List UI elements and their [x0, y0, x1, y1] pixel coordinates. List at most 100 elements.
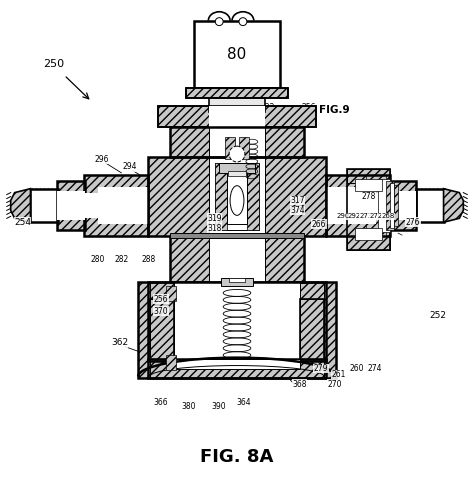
Bar: [170, 127, 304, 157]
Bar: [30, 189, 58, 222]
Bar: [228, 171, 246, 176]
Bar: [326, 187, 376, 224]
Bar: [215, 163, 259, 230]
Bar: [148, 359, 326, 378]
Text: 268: 268: [382, 213, 395, 219]
Circle shape: [239, 18, 247, 25]
Text: 362: 362: [111, 338, 128, 347]
Bar: [221, 278, 253, 285]
Bar: [158, 105, 316, 127]
Bar: [186, 88, 288, 98]
Bar: [210, 236, 264, 282]
Bar: [148, 157, 210, 236]
Text: 256: 256: [154, 295, 168, 304]
Bar: [170, 236, 304, 282]
Polygon shape: [11, 189, 30, 222]
Bar: [366, 175, 386, 236]
Bar: [57, 181, 85, 230]
Bar: [210, 127, 264, 157]
Bar: [170, 127, 210, 157]
Text: 270: 270: [328, 380, 342, 389]
Bar: [148, 282, 326, 361]
Text: 370: 370: [154, 306, 168, 316]
Bar: [355, 179, 382, 191]
Text: 254: 254: [14, 218, 31, 227]
Text: 292: 292: [348, 213, 361, 219]
Bar: [388, 181, 416, 230]
Text: 266: 266: [312, 220, 326, 229]
Text: 274: 274: [367, 364, 382, 373]
Bar: [166, 285, 176, 301]
Bar: [324, 282, 336, 378]
Text: 368: 368: [292, 380, 307, 389]
Text: 256: 256: [302, 103, 316, 112]
Bar: [326, 175, 390, 236]
Bar: [138, 282, 336, 378]
Bar: [166, 355, 176, 370]
Bar: [386, 181, 394, 230]
Circle shape: [229, 146, 245, 162]
Bar: [394, 184, 398, 226]
Bar: [346, 169, 390, 250]
Bar: [174, 359, 300, 368]
Text: FIG. 8A: FIG. 8A: [201, 448, 273, 467]
Bar: [150, 299, 174, 359]
Bar: [388, 191, 416, 220]
Bar: [215, 163, 227, 230]
Bar: [170, 233, 304, 238]
Bar: [346, 236, 390, 250]
Bar: [174, 282, 300, 361]
Ellipse shape: [230, 186, 244, 215]
Text: 273: 273: [360, 213, 373, 219]
Bar: [227, 173, 247, 224]
Bar: [170, 236, 304, 282]
Bar: [300, 299, 324, 359]
Text: 317: 317: [290, 196, 304, 205]
Bar: [416, 189, 444, 222]
Polygon shape: [444, 189, 463, 222]
Bar: [210, 157, 264, 236]
Text: 380: 380: [182, 402, 196, 410]
Text: 276: 276: [406, 218, 420, 227]
Text: FIG.9: FIG.9: [319, 104, 350, 115]
Text: 294: 294: [122, 163, 137, 171]
Text: 272: 272: [370, 213, 383, 219]
Bar: [84, 175, 148, 236]
Bar: [150, 299, 174, 359]
Text: 366: 366: [154, 398, 168, 407]
Bar: [225, 137, 235, 159]
Bar: [378, 179, 390, 232]
Text: 279: 279: [314, 364, 328, 373]
Bar: [57, 181, 85, 230]
Text: 290: 290: [336, 213, 349, 219]
Bar: [300, 299, 324, 359]
Text: 288: 288: [142, 255, 156, 264]
Bar: [210, 98, 264, 112]
Text: 318: 318: [207, 224, 221, 233]
Bar: [219, 163, 255, 173]
Text: 278: 278: [361, 192, 375, 201]
Bar: [229, 278, 245, 282]
Bar: [300, 282, 326, 361]
Bar: [355, 228, 382, 240]
Bar: [264, 127, 304, 157]
Bar: [158, 105, 316, 127]
Bar: [98, 187, 148, 224]
Bar: [57, 191, 85, 220]
Bar: [390, 183, 394, 228]
Bar: [210, 105, 264, 127]
Text: 260: 260: [349, 364, 364, 373]
Text: 296: 296: [94, 155, 109, 163]
Text: 250: 250: [44, 59, 65, 69]
Text: 364: 364: [237, 398, 251, 407]
Text: 374: 374: [290, 206, 305, 215]
Text: 282: 282: [114, 255, 128, 264]
Bar: [326, 193, 390, 218]
Text: 252: 252: [429, 311, 446, 320]
Bar: [326, 175, 390, 236]
Text: 80: 80: [228, 47, 246, 62]
Bar: [264, 157, 326, 236]
Bar: [148, 157, 326, 236]
Bar: [239, 137, 249, 159]
Bar: [186, 88, 288, 98]
